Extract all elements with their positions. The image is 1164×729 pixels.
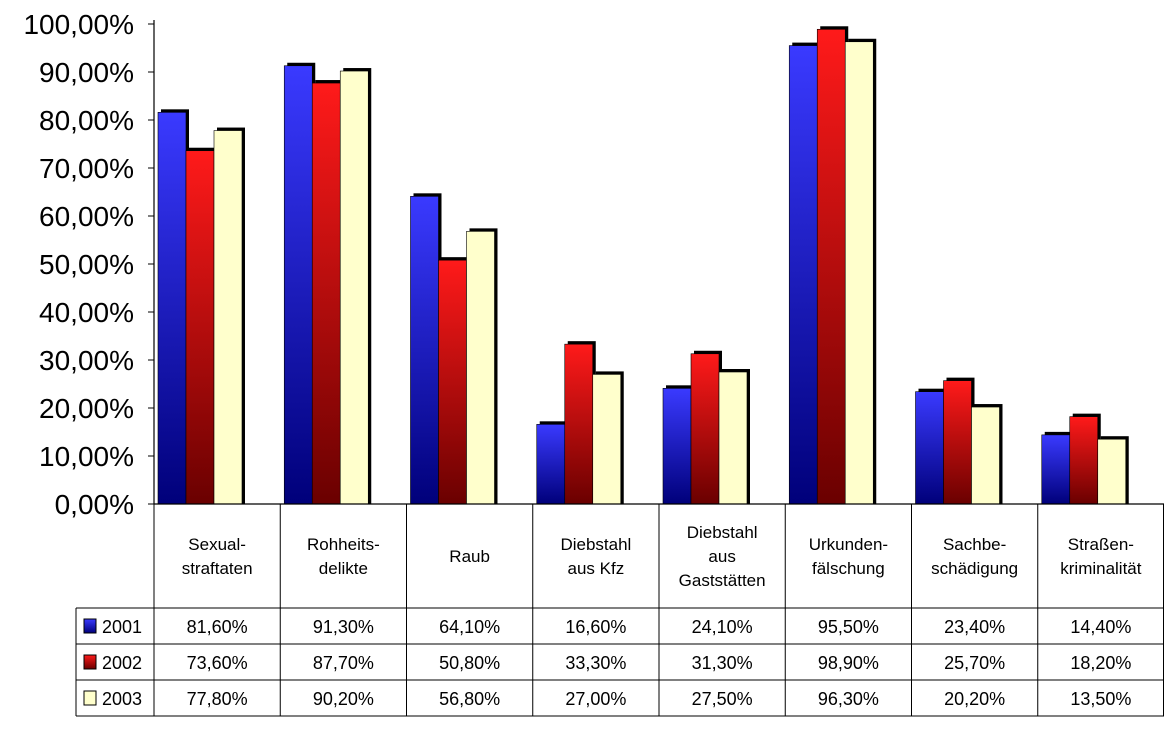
legend-label: 2002 bbox=[102, 653, 142, 673]
bar-2003 bbox=[213, 130, 243, 505]
y-tick-label: 40,00% bbox=[39, 297, 134, 328]
bar-2002 bbox=[438, 259, 467, 505]
data-label: 33,30% bbox=[565, 653, 626, 673]
data-label: 73,60% bbox=[187, 653, 248, 673]
data-label: 90,20% bbox=[313, 689, 374, 709]
category-label: aus Kfz bbox=[568, 559, 625, 578]
bar-2002 bbox=[690, 353, 720, 505]
data-table: Sexual-straftaten Rohheits-delikte Raub Die… bbox=[75, 504, 1164, 717]
category-label: Urkunden- bbox=[809, 535, 888, 554]
bar-2003 bbox=[718, 371, 748, 505]
bar-2001 bbox=[536, 424, 566, 505]
category-label: Gaststätten bbox=[679, 571, 766, 590]
data-label: 87,70% bbox=[313, 653, 374, 673]
data-label: 64,10% bbox=[439, 617, 500, 637]
bar-2001 bbox=[410, 196, 439, 505]
legend-swatch-2001 bbox=[83, 618, 97, 634]
bar-2003 bbox=[466, 231, 495, 505]
bar-2001 bbox=[662, 388, 692, 505]
legend-label: 2001 bbox=[102, 617, 142, 637]
bar-2003 bbox=[592, 374, 622, 505]
y-tick-label: 60,00% bbox=[39, 201, 134, 232]
legend-swatch-2002 bbox=[83, 654, 97, 670]
legend-label: 2003 bbox=[102, 689, 142, 709]
data-label: 77,80% bbox=[187, 689, 248, 709]
category-label: schädigung bbox=[931, 559, 1018, 578]
y-tick-label: 10,00% bbox=[39, 441, 134, 472]
category-label: Raub bbox=[449, 547, 490, 566]
bar-2002 bbox=[185, 150, 215, 505]
data-label: 23,40% bbox=[944, 617, 1005, 637]
bar-2001 bbox=[915, 391, 944, 505]
bar-2003 bbox=[1097, 438, 1127, 505]
category-label: Sachbe- bbox=[943, 535, 1006, 554]
bar-2002 bbox=[1069, 416, 1099, 505]
data-label: 56,80% bbox=[439, 689, 500, 709]
legend-swatch-2003 bbox=[83, 690, 97, 706]
data-label: 20,20% bbox=[944, 689, 1005, 709]
data-label: 96,30% bbox=[818, 689, 879, 709]
y-tick-label: 100,00% bbox=[23, 9, 134, 40]
bar-2002 bbox=[311, 82, 341, 505]
bar-2002 bbox=[816, 28, 846, 505]
bars bbox=[157, 26, 1129, 505]
data-label: 98,90% bbox=[818, 653, 879, 673]
category-label: Sexual- bbox=[188, 535, 246, 554]
bar-2003 bbox=[339, 70, 369, 505]
data-label: 81,60% bbox=[187, 617, 248, 637]
data-label: 25,70% bbox=[944, 653, 1005, 673]
bar-2003 bbox=[844, 41, 874, 505]
category-label: Straßen- bbox=[1068, 535, 1134, 554]
category-label: aus bbox=[708, 547, 735, 566]
data-label: 24,10% bbox=[692, 617, 753, 637]
y-tick-label: 70,00% bbox=[39, 153, 134, 184]
category-label: delikte bbox=[319, 559, 368, 578]
data-label: 14,40% bbox=[1070, 617, 1131, 637]
bar-2003 bbox=[971, 406, 1000, 505]
y-tick-label: 80,00% bbox=[39, 105, 134, 136]
data-label: 95,50% bbox=[818, 617, 879, 637]
bar-2001 bbox=[283, 65, 313, 505]
y-tick-label: 90,00% bbox=[39, 57, 134, 88]
bar-2001 bbox=[788, 45, 818, 505]
category-label: kriminalität bbox=[1060, 559, 1142, 578]
data-label: 27,00% bbox=[565, 689, 626, 709]
bar-2002 bbox=[564, 343, 594, 505]
y-tick-label: 20,00% bbox=[39, 393, 134, 424]
y-tick-label: 30,00% bbox=[39, 345, 134, 376]
data-label: 13,50% bbox=[1070, 689, 1131, 709]
category-label: Diebstahl bbox=[560, 535, 631, 554]
data-label: 31,30% bbox=[692, 653, 753, 673]
data-label: 91,30% bbox=[313, 617, 374, 637]
y-tick-label: 0,00% bbox=[55, 489, 134, 520]
category-label: Diebstahl bbox=[687, 523, 758, 542]
y-axis: 0,00% 10,00% 20,00% 30,00% 40,00% 50,00% 60,00… bbox=[23, 9, 154, 520]
bar-2001 bbox=[1041, 434, 1071, 505]
bar-2002 bbox=[943, 380, 972, 505]
data-label: 50,80% bbox=[439, 653, 500, 673]
category-label: straftaten bbox=[182, 559, 253, 578]
category-label: Rohheits- bbox=[307, 535, 380, 554]
y-tick-label: 50,00% bbox=[39, 249, 134, 280]
data-label: 18,20% bbox=[1070, 653, 1131, 673]
bar-2001 bbox=[157, 112, 187, 505]
category-label: fälschung bbox=[812, 559, 885, 578]
data-label: 16,60% bbox=[565, 617, 626, 637]
data-label: 27,50% bbox=[692, 689, 753, 709]
